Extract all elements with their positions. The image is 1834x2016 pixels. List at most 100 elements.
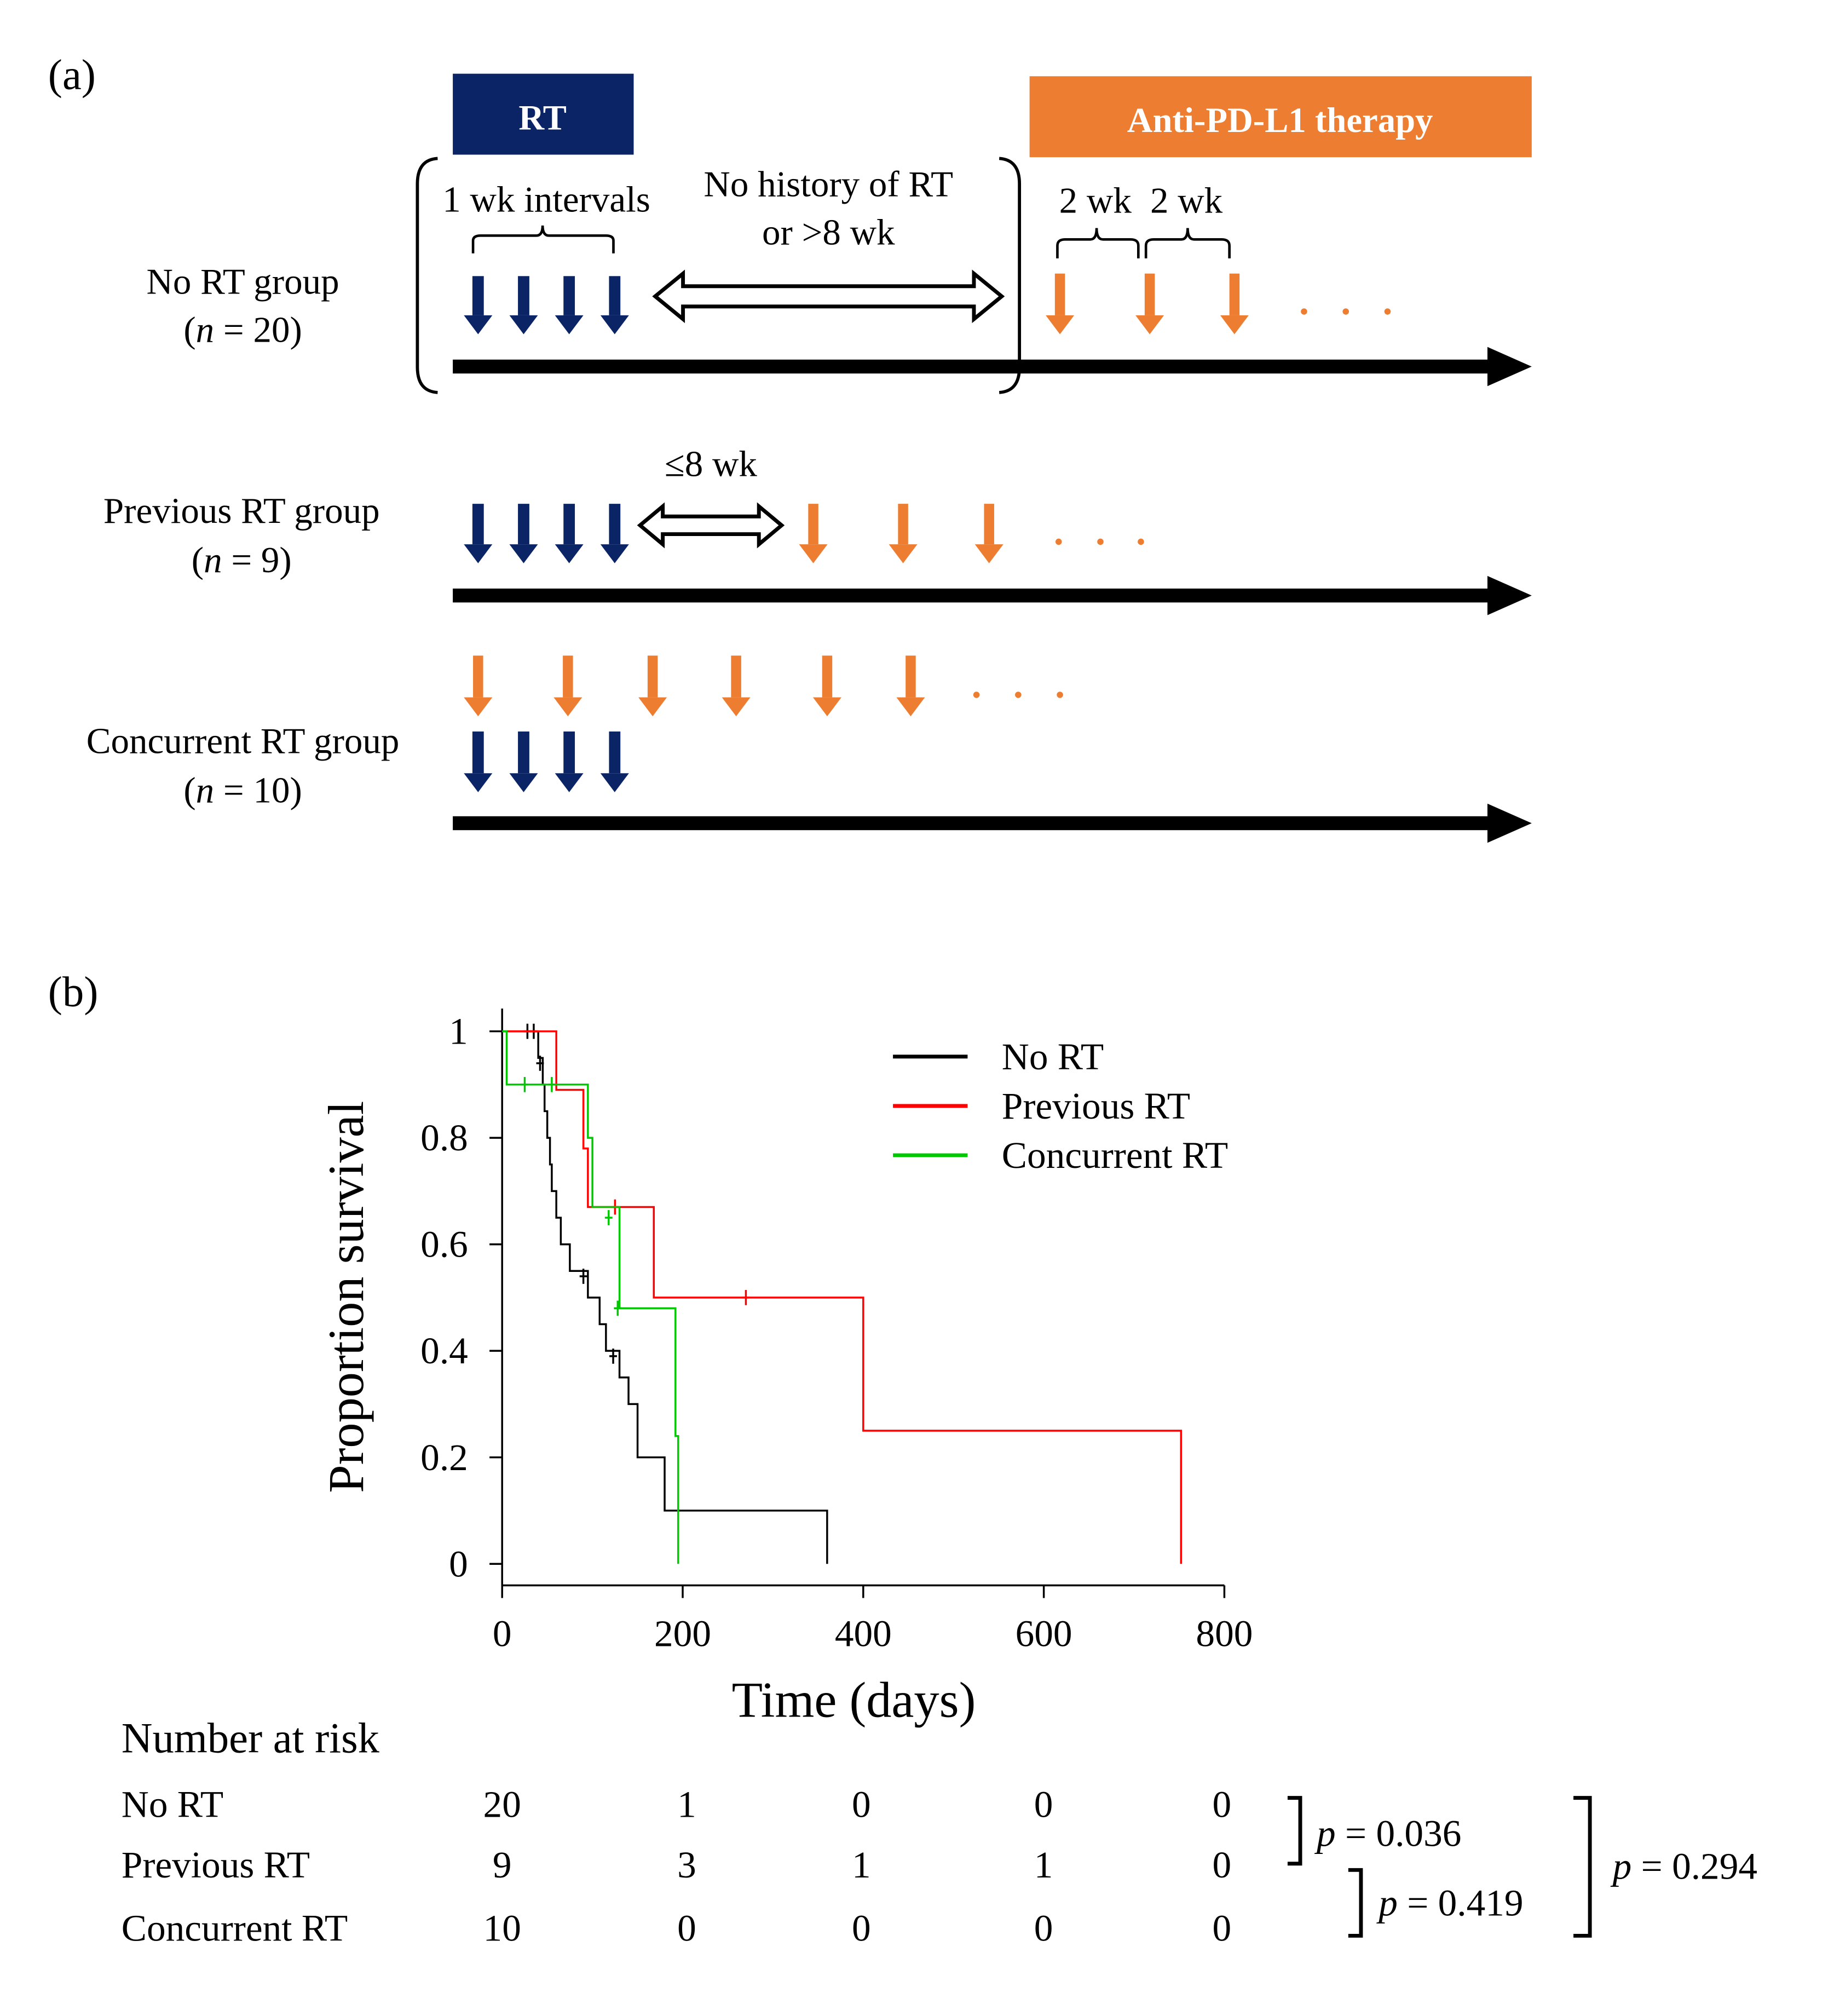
continuation-dot — [1301, 308, 1307, 315]
rt-dose-arrow — [464, 731, 493, 792]
continuation-dot — [1342, 308, 1349, 315]
survival-curves — [502, 1023, 1182, 1564]
risk-value: 0 — [852, 1783, 871, 1825]
timeline-previous-rt — [453, 575, 1532, 615]
therapy-dose-arrow — [896, 655, 925, 717]
rt-dose-arrow — [509, 731, 538, 792]
risk-row: Previous RT 9 3 1 1 0 — [122, 1844, 1231, 1886]
legend-entry: Previous RT — [893, 1085, 1190, 1127]
no-history-double-arrow — [652, 269, 1005, 324]
risk-row-name: Previous RT — [122, 1844, 310, 1886]
two-wk-label-2: 2 wk — [1150, 181, 1223, 221]
x-tick-label: 200 — [654, 1612, 711, 1654]
group-n: (n = 9) — [192, 540, 292, 580]
therapy-dose-arrow — [1220, 273, 1249, 335]
risk-value: 0 — [677, 1907, 696, 1949]
x-tick-label: 400 — [835, 1612, 892, 1654]
therapy-dose-arrow — [889, 504, 918, 563]
y-tick-label: 1 — [449, 1010, 468, 1052]
km-step-line — [502, 1030, 679, 1564]
rt-dose-arrow — [555, 504, 584, 563]
x-ticks: 0 200 400 600 800 — [493, 1585, 1253, 1654]
dose-arrows — [464, 273, 1391, 792]
rt-dose-arrow — [464, 504, 493, 563]
legend-entry: No RT — [893, 1035, 1104, 1078]
series-no-rt — [502, 1023, 828, 1564]
two-wk-brace-1 — [1056, 228, 1140, 258]
rt-box-label: RT — [518, 97, 567, 137]
therapy-dose-arrow — [464, 655, 493, 717]
risk-value: 1 — [1034, 1844, 1053, 1886]
risk-value: 1 — [677, 1783, 696, 1825]
y-tick-label: 0 — [449, 1542, 468, 1585]
pvalue-3: p = 0.294 — [1610, 1845, 1757, 1887]
risk-value: 20 — [483, 1783, 521, 1825]
bracket-3 — [1573, 1796, 1592, 1938]
series-concurrent-rt — [502, 1030, 679, 1564]
risk-value: 3 — [677, 1844, 696, 1886]
rt-box — [453, 73, 634, 155]
y-tick-label: 0.2 — [420, 1436, 468, 1478]
le8wk-label: ≤8 wk — [665, 443, 757, 484]
km-step-line — [502, 1030, 828, 1564]
therapy-box — [1029, 76, 1532, 158]
pvalue-brackets: p = 0.036 p = 0.419 p = 0.294 — [1287, 1796, 1757, 1938]
risk-value: 0 — [1212, 1783, 1231, 1825]
risk-row-name: Concurrent RT — [122, 1907, 348, 1949]
timeline-concurrent-rt — [453, 803, 1532, 843]
no-history-line1: No history of RT — [703, 164, 953, 205]
pvalue-2: p = 0.419 — [1376, 1881, 1523, 1923]
y-axis-label: Proportion survival — [318, 1101, 374, 1493]
continuation-dot — [1057, 692, 1063, 698]
risk-row: No RT 20 1 0 0 0 — [122, 1783, 1231, 1825]
therapy-dose-arrow — [638, 655, 667, 717]
x-axis-label: Time (days) — [732, 1672, 976, 1728]
interval-brace — [471, 225, 615, 254]
therapy-dose-arrow — [799, 504, 828, 563]
no-history-line2: or >8 wk — [762, 212, 895, 253]
group-n: (n = 20) — [183, 309, 302, 350]
timeline-no-rt — [453, 347, 1532, 387]
group-name: No RT group — [147, 262, 339, 302]
pvalue-1: p = 0.036 — [1314, 1812, 1461, 1854]
group-n: (n = 10) — [183, 770, 302, 810]
y-tick-label: 0.8 — [420, 1116, 468, 1159]
group-label-previous-rt: Previous RT group (n = 9) — [103, 491, 380, 580]
therapy-dose-arrow — [974, 504, 1003, 563]
panel-a-label: (a) — [48, 50, 96, 98]
y-tick-label: 0.4 — [420, 1329, 468, 1372]
risk-value: 1 — [852, 1844, 871, 1886]
group-name: Previous RT group — [103, 491, 380, 531]
continuation-dot — [1097, 538, 1104, 545]
y-tick-label: 0.6 — [420, 1223, 468, 1265]
rt-dose-arrow — [555, 276, 584, 335]
group-label-concurrent-rt: Concurrent RT group (n = 10) — [86, 721, 400, 810]
risk-title: Number at risk — [122, 1714, 380, 1761]
rt-dose-arrow — [600, 731, 629, 792]
rt-dose-arrow — [600, 276, 629, 335]
risk-value: 0 — [1034, 1907, 1053, 1949]
legend-label: Previous RT — [1002, 1085, 1190, 1127]
continuation-dot — [1384, 308, 1391, 315]
rt-dose-arrow — [509, 276, 538, 335]
rt-dose-arrow — [464, 276, 493, 335]
therapy-dose-arrow — [1046, 273, 1075, 335]
legend: No RT Previous RT Concurrent RT — [893, 1035, 1228, 1176]
continuation-dot — [1055, 538, 1062, 545]
therapy-dose-arrow — [553, 655, 583, 717]
interval-label: 1 wk intervals — [442, 179, 650, 220]
continuation-dot — [973, 692, 980, 698]
legend-entry: Concurrent RT — [893, 1134, 1228, 1176]
panel-b-label: (b) — [48, 967, 99, 1015]
x-tick-label: 0 — [493, 1612, 512, 1654]
risk-value: 0 — [1212, 1844, 1231, 1886]
risk-value: 9 — [493, 1844, 512, 1886]
x-tick-label: 800 — [1196, 1612, 1253, 1654]
two-wk-label-1: 2 wk — [1059, 181, 1132, 221]
two-wk-brace-2 — [1144, 228, 1231, 258]
continuation-dot — [1015, 692, 1022, 698]
group-name: Concurrent RT group — [86, 721, 400, 761]
